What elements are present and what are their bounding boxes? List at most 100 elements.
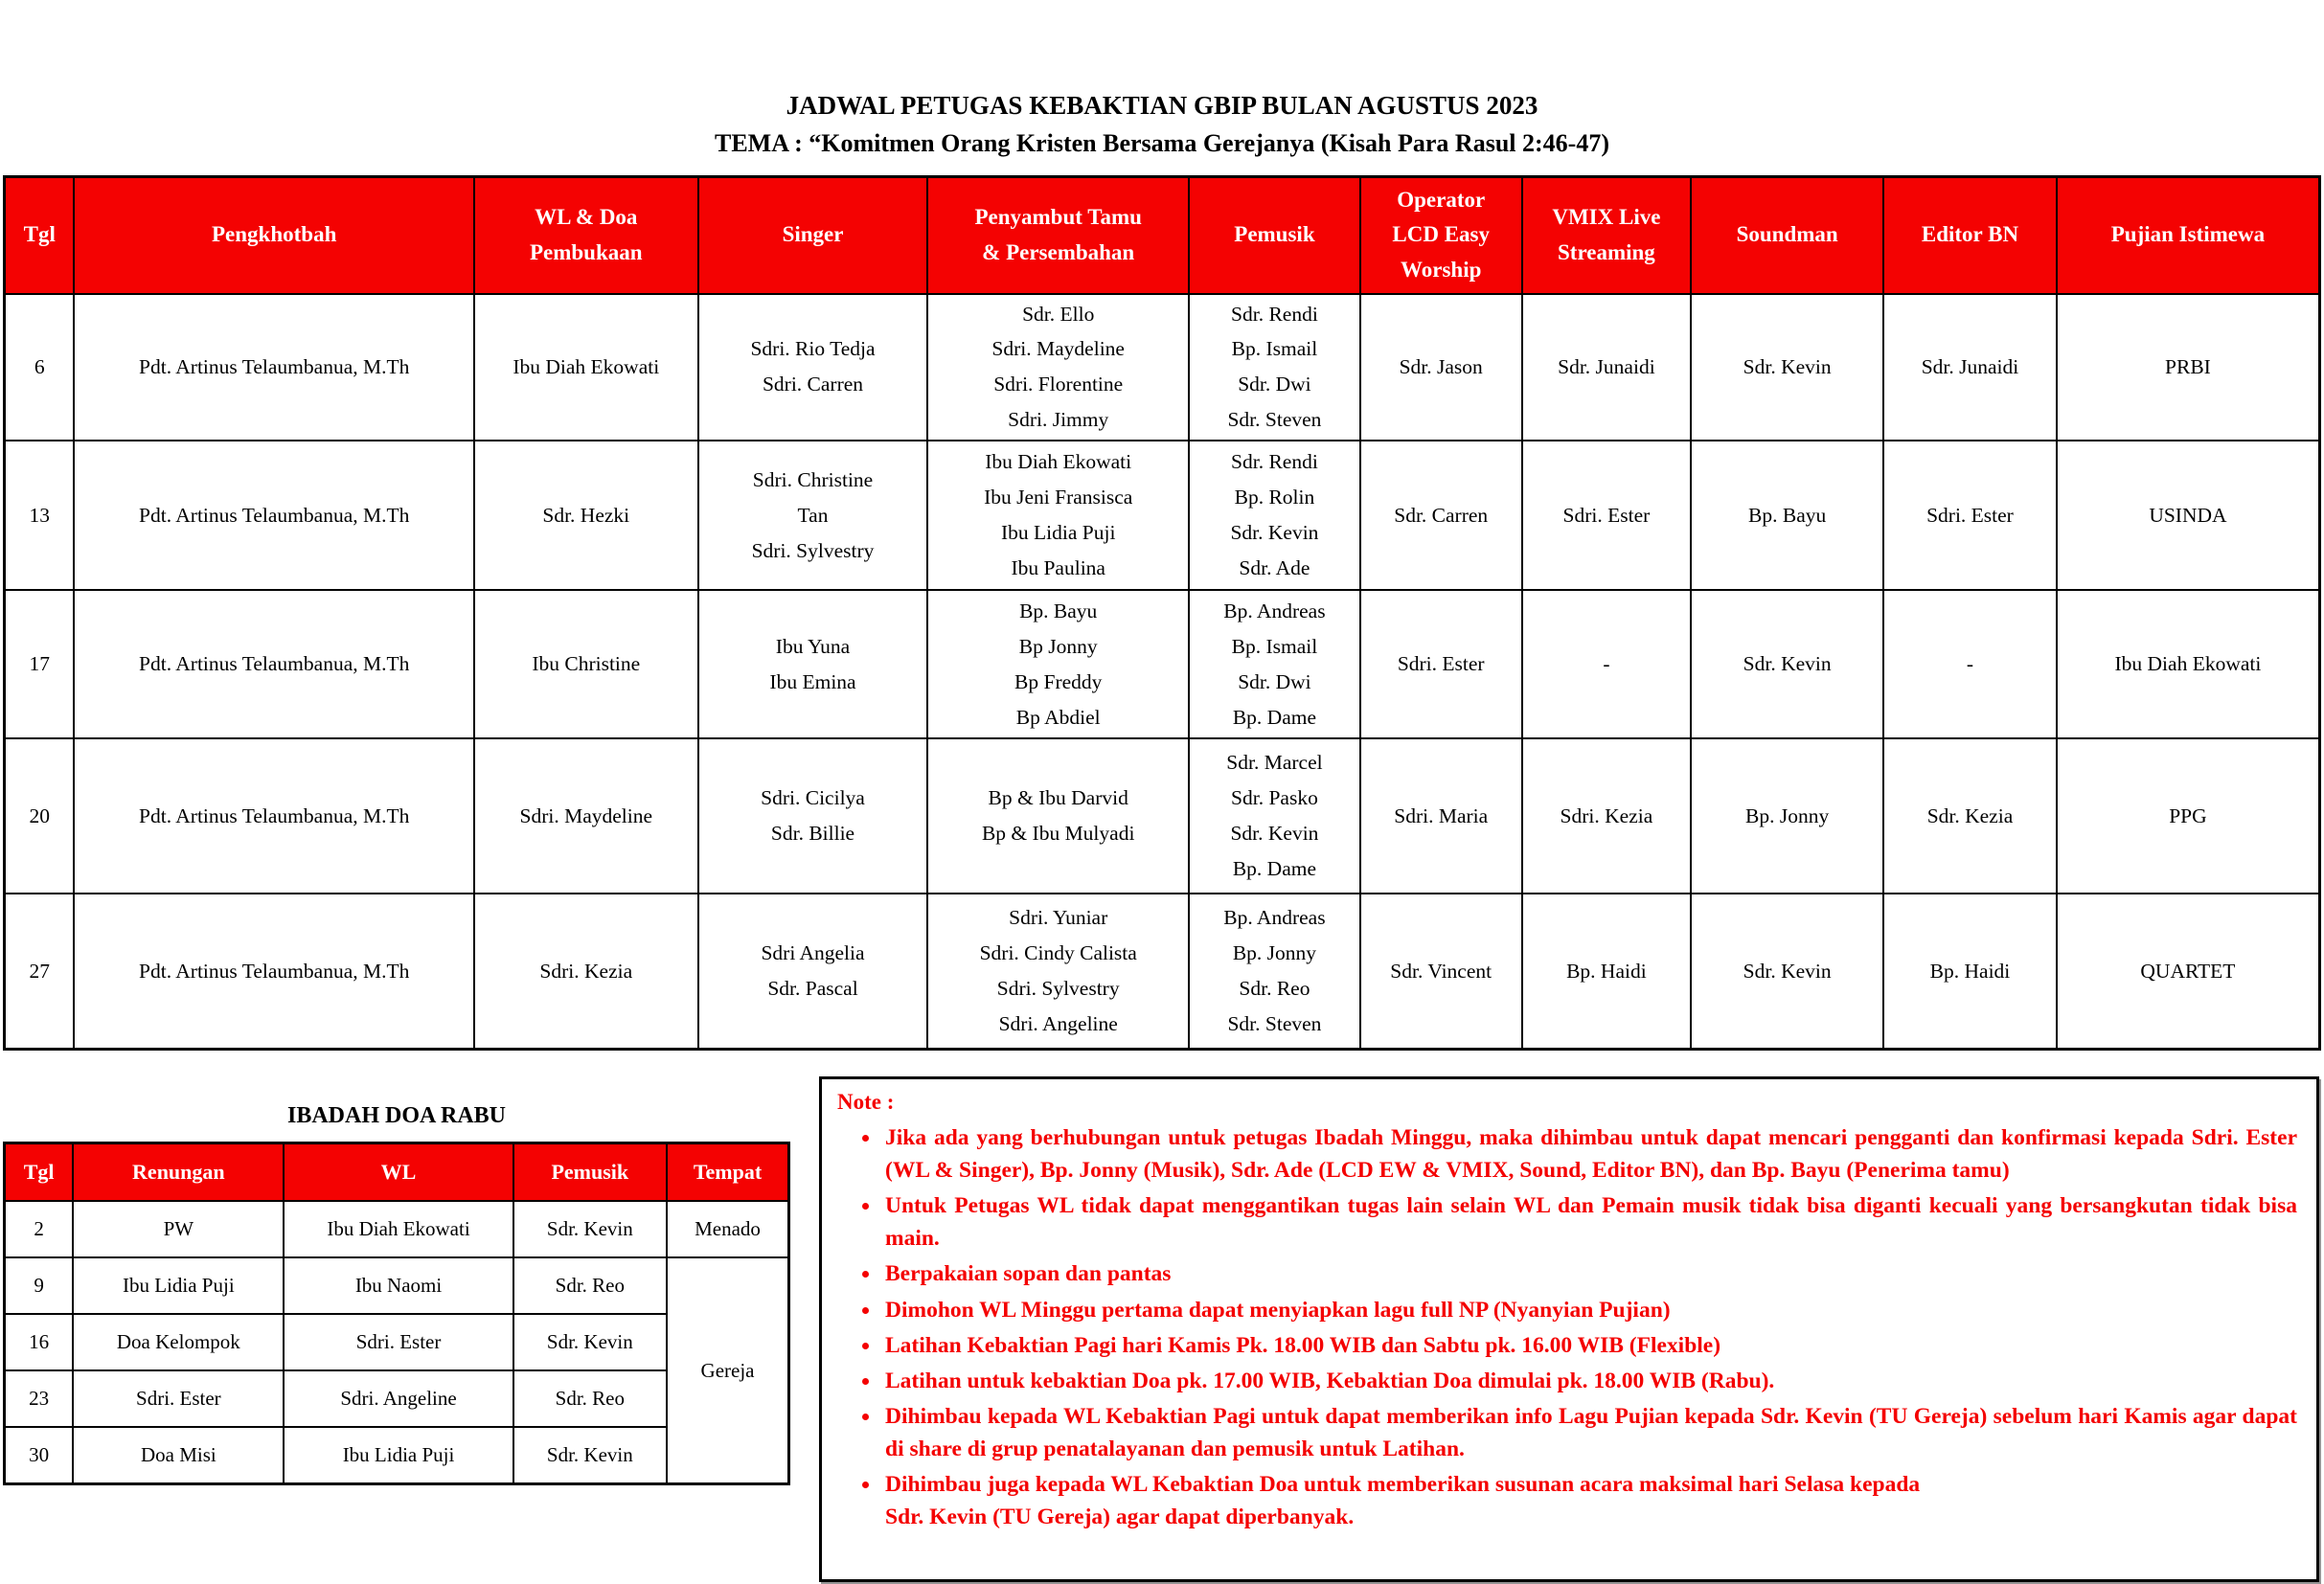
cell-pemusik: Bp. Andreas Bp. Jonny Sdr. Reo Sdr. Steven bbox=[1188, 893, 1361, 1051]
note-item: Latihan untuk kebaktian Doa pk. 17.00 WI… bbox=[881, 1365, 2297, 1397]
cell-vmix: Sdr. Junaidi bbox=[1520, 292, 1693, 442]
cell-vmix: Bp. Haidi bbox=[1520, 893, 1693, 1051]
cell-singer: Sdri Angelia Sdr. Pascal bbox=[696, 893, 929, 1051]
header-cell-vmix: VMIX Live Streaming bbox=[1520, 175, 1693, 295]
cell-pemusik: Sdr. Rendi Bp. Ismail Sdr. Dwi Sdr. Steven bbox=[1188, 292, 1361, 442]
cell-pujian: Ibu Diah Ekowati bbox=[2055, 589, 2321, 740]
cell-singer: Sdri. Christine Tan Sdri. Sylvestry bbox=[696, 440, 929, 592]
cell-pemusik: Sdr. Kevin bbox=[512, 1313, 669, 1371]
cell-editor: Sdr. Junaidi bbox=[1882, 292, 2058, 442]
cell-pengkhotbah: Pdt. Artinus Telaumbanua, M.Th bbox=[73, 292, 475, 442]
cell-penyambut: Ibu Diah Ekowati Ibu Jeni Fransisca Ibu Li… bbox=[926, 440, 1191, 592]
cell-pemusik: Sdr. Rendi Bp. Rolin Sdr. Kevin Sdr. Ade bbox=[1188, 440, 1361, 592]
cell-pujian: QUARTET bbox=[2055, 893, 2321, 1051]
cell-vmix: - bbox=[1520, 589, 1693, 740]
header-cell-penyambut: Penyambut Tamu & Persembahan bbox=[926, 175, 1191, 295]
header-cell-tgl: Tgl bbox=[3, 175, 76, 295]
header-cell-soundman: Soundman bbox=[1690, 175, 1885, 295]
cell-penyambut: Bp & Ibu Darvid Bp & Ibu Mulyadi bbox=[926, 737, 1191, 895]
schedule-row-6: 6 Pdt. Artinus Telaumbanua, M.Th Ibu Dia… bbox=[3, 292, 2321, 442]
cell-pemusik: Sdr. Reo bbox=[512, 1256, 669, 1315]
ibadah-row-9: 9 Ibu Lidia Puji Ibu Naomi Sdr. Reo Gere… bbox=[3, 1256, 790, 1485]
cell-singer: Sdri. Cicilya Sdr. Billie bbox=[696, 737, 929, 895]
cell-wl: Ibu Naomi bbox=[283, 1256, 514, 1315]
cell-operator: Sdr. Jason bbox=[1358, 292, 1523, 442]
cell-operator: Sdr. Carren bbox=[1358, 440, 1523, 592]
note-item: Latihan Kebaktian Pagi hari Kamis Pk. 18… bbox=[881, 1329, 2297, 1362]
cell-penyambut: Sdri. Yuniar Sdri. Cindy Calista Sdri. Syl… bbox=[926, 893, 1191, 1051]
cell-pengkhotbah: Pdt. Artinus Telaumbanua, M.Th bbox=[73, 737, 475, 895]
note-item: Untuk Petugas WL tidak dapat menggantika… bbox=[881, 1189, 2297, 1255]
cell-editor: Sdri. Ester bbox=[1882, 440, 2058, 592]
cell-tgl: 17 bbox=[3, 589, 76, 740]
cell-editor: Sdr. Kezia bbox=[1882, 737, 2058, 895]
cell-pemusik: Bp. Andreas Bp. Ismail Sdr. Dwi Bp. Dame bbox=[1188, 589, 1361, 740]
ibadah-doa-rabu-title: IBADAH DOA RABU bbox=[286, 1103, 507, 1128]
cell-renungan: Ibu Lidia Puji bbox=[72, 1256, 285, 1315]
header-cell-wl-doa: WL & Doa Pembukaan bbox=[472, 175, 699, 295]
cell-operator: Sdri. Maria bbox=[1358, 737, 1523, 895]
ibadah-row-23: 23 Sdri. Ester Sdri. Angeline Sdr. Reo bbox=[3, 1369, 789, 1428]
cell-soundman: Sdr. Kevin bbox=[1690, 292, 1885, 442]
cell-tgl: 27 bbox=[3, 893, 76, 1051]
header-cell-pemusik: Pemusik bbox=[512, 1142, 669, 1202]
cell-singer: Ibu Yuna Ibu Emina bbox=[696, 589, 929, 740]
cell-wl: Ibu Christine bbox=[472, 589, 699, 740]
cell-vmix: Sdri. Ester bbox=[1520, 440, 1693, 592]
cell-tgl: 16 bbox=[3, 1313, 75, 1371]
cell-pengkhotbah: Pdt. Artinus Telaumbanua, M.Th bbox=[73, 893, 475, 1051]
cell-operator: Sdr. Vincent bbox=[1358, 893, 1523, 1051]
cell-tgl: 9 bbox=[3, 1256, 75, 1315]
header-cell-pemusik: Pemusik bbox=[1188, 175, 1361, 295]
cell-wl: Ibu Lidia Puji bbox=[283, 1426, 514, 1485]
cell-pujian: PPG bbox=[2055, 737, 2321, 895]
schedule-header-row: Tgl Pengkhotbah WL & Doa Pembukaan Singer… bbox=[3, 175, 2321, 295]
cell-operator: Sdri. Ester bbox=[1358, 589, 1523, 740]
ibadah-row-30: 30 Doa Misi Ibu Lidia Puji Sdr. Kevin bbox=[3, 1426, 789, 1485]
ibadah-row-2: 2 PW Ibu Diah Ekowati Sdr. Kevin Menado bbox=[3, 1200, 790, 1258]
cell-tgl: 20 bbox=[3, 737, 76, 895]
note-item: Dihimbau juga kepada WL Kebaktian Doa un… bbox=[881, 1468, 2297, 1533]
header-cell-renungan: Renungan bbox=[72, 1142, 285, 1202]
note-heading: Note : bbox=[837, 1090, 895, 1114]
header-cell-tgl: Tgl bbox=[3, 1142, 75, 1202]
cell-penyambut: Bp. Bayu Bp Jonny Bp Freddy Bp Abdiel bbox=[926, 589, 1191, 740]
cell-wl: Sdr. Hezki bbox=[472, 440, 699, 592]
note-item: Dimohon WL Minggu pertama dapat menyiapk… bbox=[881, 1294, 2297, 1326]
cell-pengkhotbah: Pdt. Artinus Telaumbanua, M.Th bbox=[73, 440, 475, 592]
page-title: JADWAL PETUGAS KEBAKTIAN GBIP BULAN AGUS… bbox=[786, 91, 1538, 120]
header-cell-pengkhotbah: Pengkhotbah bbox=[73, 175, 475, 295]
cell-editor: Bp. Haidi bbox=[1882, 893, 2058, 1051]
schedule-row-27: 27 Pdt. Artinus Telaumbanua, M.Th Sdri. … bbox=[3, 893, 2321, 1051]
cell-singer: Sdri. Rio Tedja Sdri. Carren bbox=[696, 292, 929, 442]
cell-soundman: Bp. Bayu bbox=[1690, 440, 1885, 592]
header-cell-operator-lcd: Operator LCD Easy Worship bbox=[1358, 175, 1523, 295]
cell-penyambut: Sdr. Ello Sdri. Maydeline Sdri. Florentine… bbox=[926, 292, 1191, 442]
ibadah-header-row: Tgl Renungan WL Pemusik Tempat bbox=[3, 1142, 790, 1202]
cell-pemusik: Sdr. Marcel Sdr. Pasko Sdr. Kevin Bp. Dame bbox=[1188, 737, 1361, 895]
ibadah-row-16: 16 Doa Kelompok Sdri. Ester Sdr. Kevin bbox=[3, 1313, 789, 1371]
cell-pujian: PRBI bbox=[2055, 292, 2321, 442]
header-cell-pujian: Pujian Istimewa bbox=[2055, 175, 2321, 295]
page-subtitle: TEMA : “Komitmen Orang Kristen Bersama G… bbox=[715, 128, 1609, 157]
cell-editor: - bbox=[1882, 589, 2058, 740]
cell-tgl: 2 bbox=[3, 1200, 75, 1258]
cell-tempat: Menado bbox=[666, 1200, 790, 1258]
header-cell-singer: Singer bbox=[696, 175, 929, 295]
note-box: Note : Jika ada yang berhubungan untuk p… bbox=[819, 1076, 2319, 1582]
cell-renungan: Doa Kelompok bbox=[72, 1313, 285, 1371]
header-cell-editor-bn: Editor BN bbox=[1882, 175, 2058, 295]
note-item: Dihimbau kepada WL Kebaktian Pagi untuk … bbox=[881, 1400, 2297, 1465]
cell-wl: Sdri. Kezia bbox=[472, 893, 699, 1051]
cell-wl: Sdri. Angeline bbox=[283, 1369, 514, 1428]
cell-pemusik: Sdr. Reo bbox=[512, 1369, 669, 1428]
cell-tgl: 6 bbox=[3, 292, 76, 442]
cell-tgl: 23 bbox=[3, 1369, 75, 1428]
cell-vmix: Sdri. Kezia bbox=[1520, 737, 1693, 895]
cell-wl: Sdri. Ester bbox=[283, 1313, 514, 1371]
header-cell-wl: WL bbox=[283, 1142, 514, 1202]
cell-soundman: Sdr. Kevin bbox=[1690, 589, 1885, 740]
header-cell-tempat: Tempat bbox=[666, 1142, 790, 1202]
note-item: Jika ada yang berhubungan untuk petugas … bbox=[881, 1121, 2297, 1187]
note-list: Jika ada yang berhubungan untuk petugas … bbox=[837, 1121, 2299, 1533]
